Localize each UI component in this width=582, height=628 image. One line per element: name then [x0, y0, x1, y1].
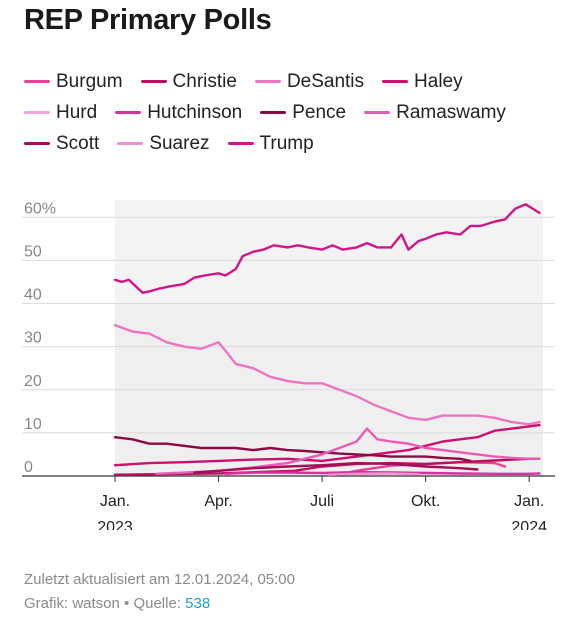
source-link[interactable]: 538: [185, 595, 211, 612]
legend-row: Hurd Hutchinson Pence Ramaswamy: [24, 97, 564, 128]
credit-line: Grafik: watson • Quelle: 538: [24, 592, 295, 616]
legend-item-trump[interactable]: Trump: [227, 132, 314, 155]
page-title: REP Primary Polls: [24, 4, 272, 36]
series-line-scott: [193, 461, 479, 474]
series-lines: [113, 203, 541, 476]
legend-item-hutchinson[interactable]: Hutchinson: [115, 102, 242, 124]
legend-swatch: [364, 111, 391, 114]
legend-item-scott[interactable]: Scott: [24, 133, 99, 155]
y-tick-label: 40: [24, 287, 42, 304]
x-tick-label: Apr.: [204, 493, 232, 510]
chart-footer: Zuletzt aktualisiert am 12.01.2024, 05:0…: [24, 568, 295, 616]
series-line-pence: [113, 436, 472, 463]
legend-swatch: [24, 111, 50, 114]
legend-item-ramaswamy[interactable]: Ramaswamy: [364, 102, 506, 124]
legend-item-haley[interactable]: Haley: [382, 71, 463, 93]
legend-label: Hurd: [56, 101, 98, 123]
legend-item-desantis[interactable]: DeSantis: [254, 70, 365, 93]
legend-item-hurd[interactable]: Hurd: [24, 102, 97, 124]
x-tick-label: Okt.: [411, 493, 440, 510]
grid: [22, 216, 555, 477]
y-tick-label: 20: [24, 373, 42, 390]
legend-label: Pence: [292, 101, 347, 123]
series-line-desantis: [113, 323, 541, 426]
legend-label: Burgum: [56, 70, 123, 92]
series-line-ramaswamy: [155, 427, 541, 475]
credit-text: Grafik: watson • Quelle:: [24, 595, 186, 612]
series-line-trump: [113, 203, 541, 294]
y-tick-label: 10: [24, 416, 42, 433]
legend-item-burgum[interactable]: Burgum: [24, 71, 123, 93]
series-line-suarez: [327, 472, 420, 476]
legend-label: Ramaswamy: [396, 101, 506, 123]
legend-swatch: [117, 142, 144, 145]
legend-swatch: [382, 80, 409, 83]
legend-item-suarez[interactable]: Suarez: [117, 132, 210, 155]
legend-label: Haley: [414, 70, 463, 92]
y-tick-label: 0: [24, 459, 33, 476]
uncertainty-band: [115, 200, 543, 476]
legend-label: Suarez: [149, 132, 210, 154]
x-tick-label: Juli: [310, 493, 334, 510]
legend-swatch: [254, 80, 281, 83]
legend-label: Hutchinson: [147, 101, 243, 123]
x-tick-label: Jan.: [514, 493, 544, 510]
line-chart: 0 10 20 30 40 50 60% Jan. 2023 Apr. Juli Okt. Jan. 20…: [22, 200, 555, 530]
axes: 0 10 20 30 40 50 60% Jan. 2023 Apr. Juli Okt. Jan. 20…: [24, 200, 547, 530]
legend-label: Trump: [259, 132, 314, 154]
legend-swatch: [115, 111, 142, 114]
legend-swatch: [24, 80, 50, 83]
x-tick-year: 2023: [97, 519, 133, 530]
legend-swatch: [24, 142, 50, 145]
legend-swatch: [140, 80, 167, 83]
x-tick-year: 2024: [511, 519, 547, 530]
y-tick-label: 60%: [24, 200, 56, 217]
legend-item-pence[interactable]: Pence: [260, 102, 346, 124]
legend-swatch: [227, 142, 254, 145]
legend-row: Scott Suarez Trump: [24, 128, 564, 159]
chart-legend: Burgum Christie DeSantis Haley Hurd Hutchinso…: [24, 66, 564, 159]
y-tick-label: 30: [24, 330, 42, 347]
y-tick-label: 50: [24, 243, 42, 260]
legend-swatch: [260, 111, 287, 114]
legend-label: DeSantis: [286, 70, 365, 92]
x-tick-label: Jan.: [100, 493, 130, 510]
series-line-haley: [113, 423, 541, 467]
legend-label: Christie: [172, 70, 237, 92]
updated-note: Zuletzt aktualisiert am 12.01.2024, 05:0…: [24, 571, 295, 588]
legend-row: Burgum Christie DeSantis Haley: [24, 66, 564, 97]
legend-label: Scott: [56, 132, 100, 154]
legend-item-christie[interactable]: Christie: [140, 70, 237, 93]
